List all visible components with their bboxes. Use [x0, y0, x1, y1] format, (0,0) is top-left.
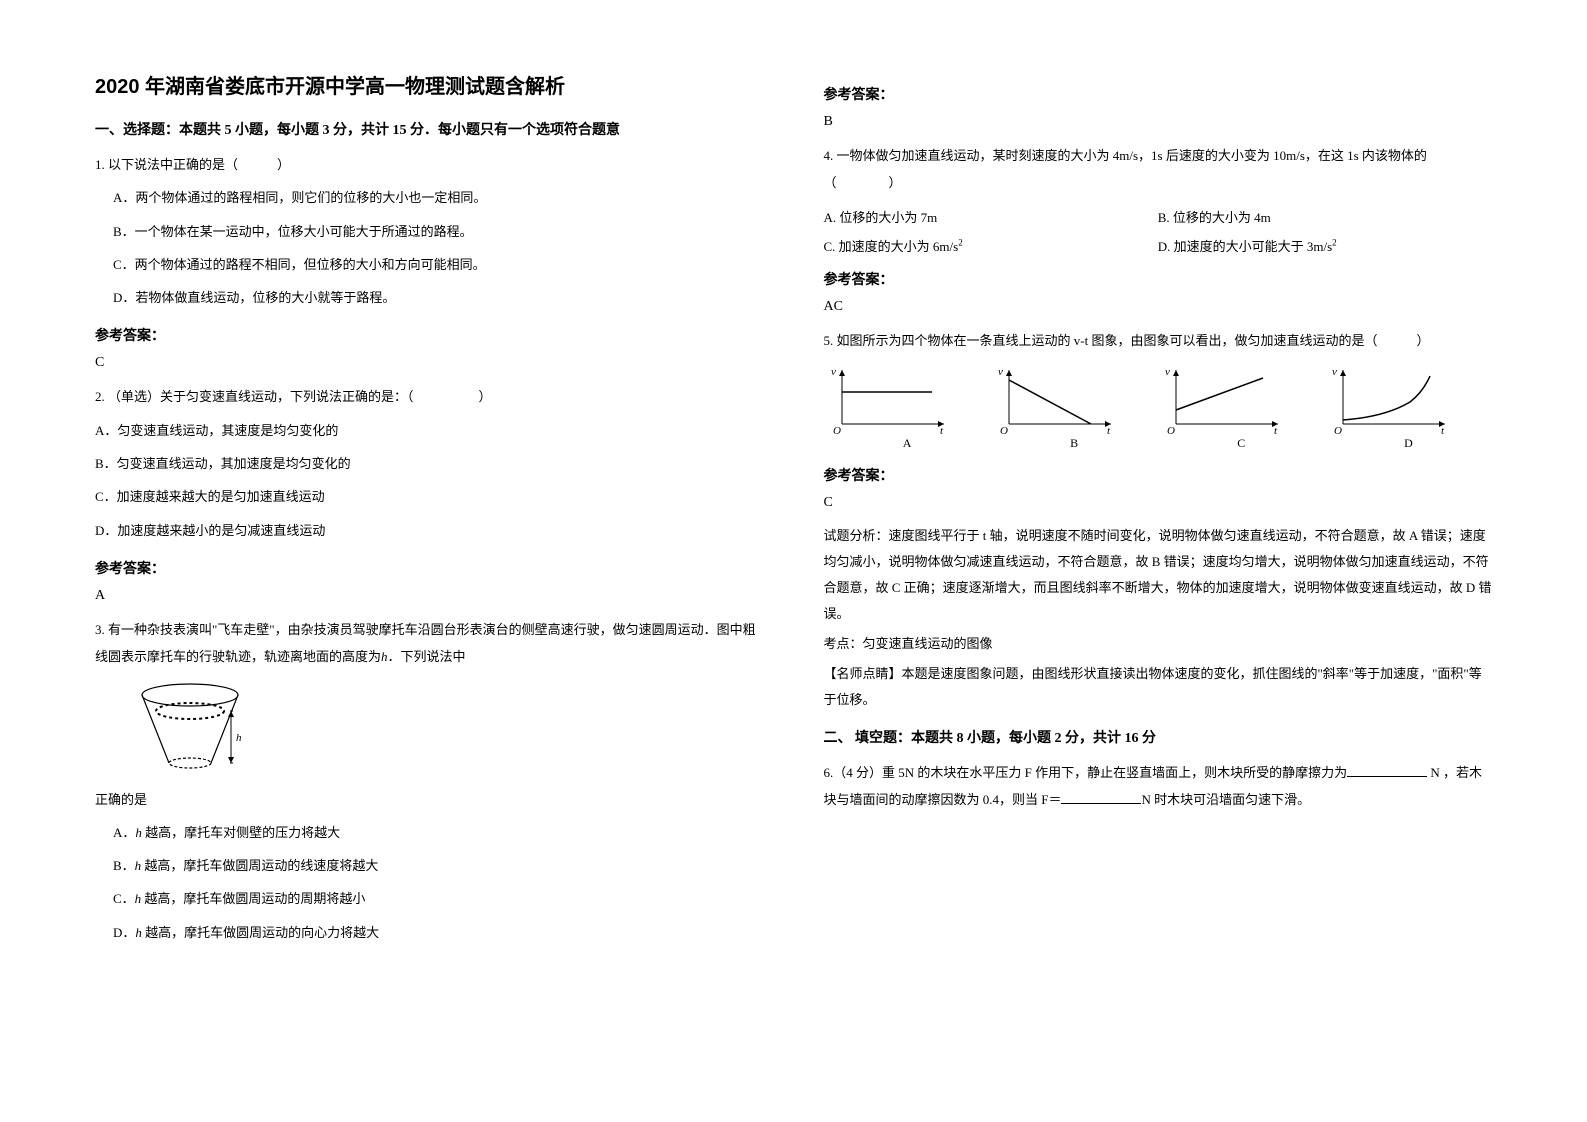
q2-answer: A [95, 588, 764, 604]
q3-optC: C．h 越高，摩托车做圆周运动的周期将越小 [113, 885, 764, 912]
left-column: 2020 年湖南省娄底市开源中学高一物理测试题含解析 一、选择题：本题共 5 小… [95, 70, 794, 1092]
q4-optA: A. 位移的大小为 7m [824, 207, 1158, 226]
q3-optD-pre: D． [113, 925, 135, 940]
q1-stem: 1. 以下说法中正确的是（ ） [95, 151, 764, 178]
q5-charts: v O t A v O t B [824, 362, 1493, 451]
svg-text:O: O [1334, 425, 1342, 434]
chart-D: v O t D [1325, 362, 1492, 451]
q3-optC-pre: C． [113, 891, 135, 906]
q2-optB: B．匀变速直线运动，其加速度是均匀变化的 [95, 450, 764, 477]
q3-stem-after: ．下列说法中 [388, 649, 466, 664]
q5-analysis3: 【名师点睛】本题是速度图象问题，由图线形状直接读出物体速度的变化，抓住图线的"斜… [824, 661, 1493, 713]
chart-C: v O t C [1158, 362, 1325, 451]
q1-optC: C．两个物体通过的路程不相同，但位移的大小和方向可能相同。 [113, 251, 764, 278]
q3-optB-pre: B． [113, 858, 135, 873]
q5-analysis1: 试题分析：速度图线平行于 t 轴，说明速度不随时间变化，说明物体做匀速直线运动，… [824, 523, 1493, 627]
q3-optD-post: 越高，摩托车做圆周运动的向心力将越大 [142, 925, 379, 940]
q2-optD: D．加速度越来越小的是匀减速直线运动 [95, 517, 764, 544]
svg-text:O: O [1000, 425, 1008, 434]
q3-optB: B．h 越高，摩托车做圆周运动的线速度将越大 [113, 852, 764, 879]
chart-B-label: B [991, 436, 1158, 451]
q4-optD-text: D. 加速度的大小可能大于 3m/s [1158, 239, 1332, 254]
section2-heading: 二、 填空题：本题共 8 小题，每小题 2 分，共计 16 分 [824, 727, 1493, 747]
q1-optD: D．若物体做直线运动，位移的大小就等于路程。 [113, 284, 764, 311]
q2-stem: 2. （单选）关于匀变速直线运动，下列说法正确的是：（ ） [95, 383, 764, 410]
q4-optC: C. 加速度的大小为 6m/s2 [824, 236, 1158, 255]
q3-optA-post: 越高，摩托车对侧壁的压力将越大 [142, 825, 340, 840]
vt-chart-b-icon: v O t [991, 362, 1121, 434]
cone-diagram-icon: h [125, 681, 265, 776]
q4-row1: A. 位移的大小为 7m B. 位移的大小为 4m [824, 207, 1493, 226]
svg-text:O: O [833, 425, 841, 434]
q1-answer: C [95, 355, 764, 371]
svg-text:t: t [940, 425, 944, 434]
q3-answer: B [824, 114, 1493, 130]
q3-diagram: h [125, 681, 764, 776]
q5-answer-label: 参考答案： [824, 465, 1493, 485]
q1-optB: B．一个物体在某一运动中，位移大小可能大于所通过的路程。 [113, 218, 764, 245]
q5-stem: 5. 如图所示为四个物体在一条直线上运动的 v-t 图象，由图象可以看出，做匀加… [824, 327, 1493, 354]
q1-optA: A．两个物体通过的路程相同，则它们的位移的大小也一定相同。 [113, 184, 764, 211]
vt-chart-d-icon: v O t [1325, 362, 1455, 434]
svg-text:t: t [1274, 425, 1278, 434]
chart-C-label: C [1158, 436, 1325, 451]
page-title: 2020 年湖南省娄底市开源中学高一物理测试题含解析 [95, 70, 764, 99]
q3-correct-prefix: 正确的是 [95, 786, 764, 813]
svg-text:h: h [236, 732, 242, 744]
q5-analysis2: 考点：匀变速直线运动的图像 [824, 631, 1493, 657]
blank2 [1061, 790, 1141, 804]
q3-answer-label: 参考答案： [824, 84, 1493, 104]
q4-optC-text: C. 加速度的大小为 6m/s [824, 239, 959, 254]
q3-stem: 3. 有一种杂技表演叫"飞车走壁"，由杂技演员驾驶摩托车沿圆台形表演台的侧壁高速… [95, 616, 764, 671]
chart-A: v O t A [824, 362, 991, 451]
svg-text:v: v [1332, 366, 1337, 378]
q3-optD: D．h 越高，摩托车做圆周运动的向心力将越大 [113, 919, 764, 946]
chart-D-label: D [1325, 436, 1492, 451]
svg-text:v: v [831, 366, 836, 378]
q2-answer-label: 参考答案： [95, 558, 764, 578]
q4-answer-label: 参考答案： [824, 269, 1493, 289]
q4-answer: AC [824, 299, 1493, 315]
section1-heading: 一、选择题：本题共 5 小题，每小题 3 分，共计 15 分．每小题只有一个选项… [95, 119, 764, 139]
q3-optA: A．h 越高，摩托车对侧壁的压力将越大 [113, 819, 764, 846]
svg-text:O: O [1167, 425, 1175, 434]
vt-chart-a-icon: v O t [824, 362, 954, 434]
q2-optA: A．匀变速直线运动，其速度是均匀变化的 [95, 417, 764, 444]
q1-answer-label: 参考答案： [95, 325, 764, 345]
vt-chart-c-icon: v O t [1158, 362, 1288, 434]
q4-row2: C. 加速度的大小为 6m/s2 D. 加速度的大小可能大于 3m/s2 [824, 236, 1493, 255]
q3-optA-pre: A． [113, 825, 135, 840]
q5-answer: C [824, 495, 1493, 511]
svg-text:t: t [1107, 425, 1111, 434]
svg-text:v: v [1165, 366, 1170, 378]
q4-stem: 4. 一物体做匀加速直线运动，某时刻速度的大小为 4m/s，1s 后速度的大小变… [824, 142, 1493, 197]
q4-optB: B. 位移的大小为 4m [1158, 207, 1492, 226]
right-column: 参考答案： B 4. 一物体做匀加速直线运动，某时刻速度的大小为 4m/s，1s… [794, 70, 1493, 1092]
q6-part3: N 时木块可沿墙面匀速下滑。 [1141, 792, 1310, 807]
q4-optD: D. 加速度的大小可能大于 3m/s2 [1158, 236, 1492, 255]
q3-optB-post: 越高，摩托车做圆周运动的线速度将越大 [141, 858, 378, 873]
q3-optC-post: 越高，摩托车做圆周运动的周期将越小 [141, 891, 365, 906]
chart-B: v O t B [991, 362, 1158, 451]
chart-A-label: A [824, 436, 991, 451]
q6-part1: 6.（4 分）重 5N 的木块在水平压力 F 作用下，静止在竖直墙面上，则木块所… [824, 765, 1348, 780]
svg-text:v: v [998, 366, 1003, 378]
blank1 [1347, 763, 1427, 777]
svg-text:t: t [1441, 425, 1445, 434]
q2-optC: C．加速度越来越大的是匀加速直线运动 [95, 483, 764, 510]
q6: 6.（4 分）重 5N 的木块在水平压力 F 作用下，静止在竖直墙面上，则木块所… [824, 759, 1493, 814]
